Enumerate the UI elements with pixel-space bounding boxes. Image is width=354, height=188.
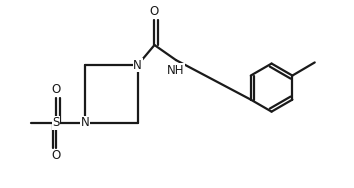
- Text: O: O: [51, 83, 61, 96]
- Text: N: N: [133, 59, 142, 72]
- Text: O: O: [150, 5, 159, 18]
- Text: NH: NH: [167, 64, 185, 77]
- Text: N: N: [81, 116, 89, 129]
- Text: S: S: [52, 116, 60, 129]
- Text: O: O: [51, 149, 61, 162]
